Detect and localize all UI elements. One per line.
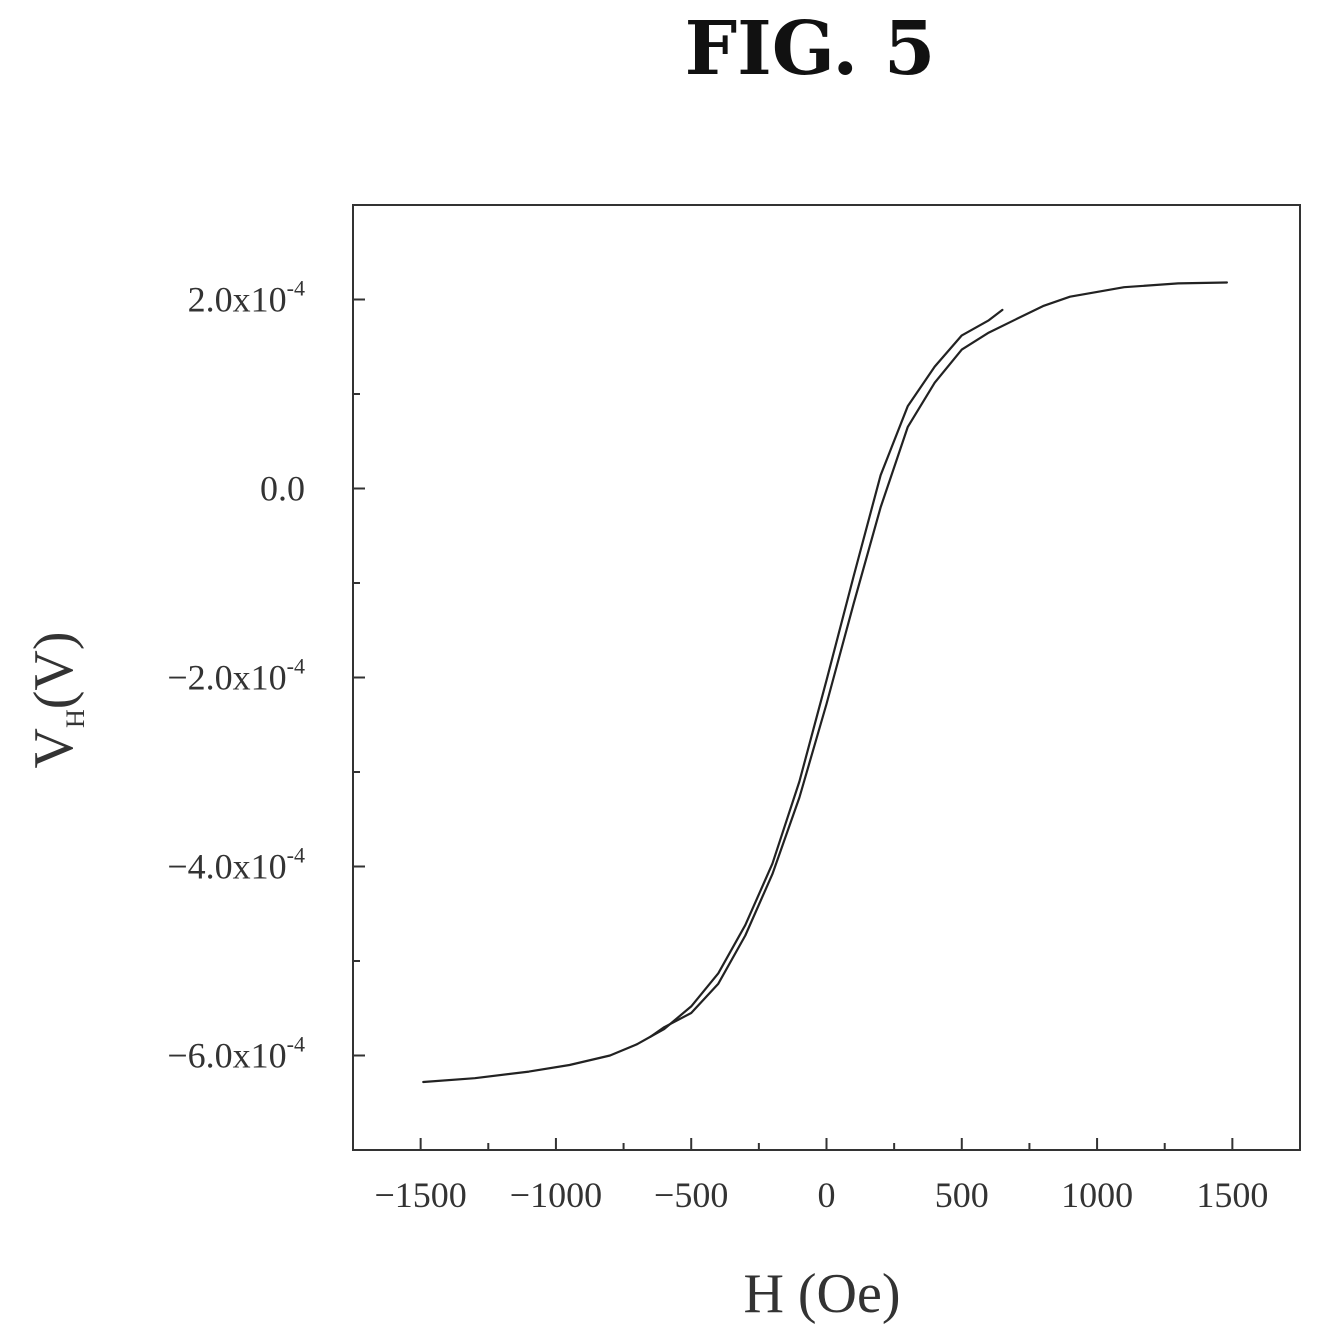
- y-tick-label: −2.0x10-4: [167, 654, 305, 698]
- series-line-2: [649, 281, 1229, 1038]
- y-axis-label-main: V: [23, 728, 85, 768]
- y-tick-label: −4.0x10-4: [167, 843, 305, 887]
- y-axis: 2.0x10-4 0.0 −2.0x10-4 −4.0x10-4 −6.0x10-4: [167, 276, 365, 1076]
- x-tick-label: 0: [818, 1175, 836, 1215]
- y-tick-label: 2.0x10-4: [188, 276, 305, 320]
- y-axis-label-subscript: H: [61, 709, 90, 728]
- y-axis-label-unit: (V): [23, 632, 85, 710]
- plot-area: [422, 281, 1229, 1084]
- y-axis-label: VH(V): [23, 632, 90, 769]
- x-tick-label: −1000: [510, 1175, 602, 1215]
- x-tick-label: 1000: [1061, 1175, 1133, 1215]
- y-tick-label: 0.0: [260, 469, 305, 509]
- x-axis-label: H (Oe): [743, 1263, 900, 1325]
- x-tick-label: 1500: [1196, 1175, 1268, 1215]
- y-tick-label: −6.0x10-4: [167, 1032, 305, 1076]
- x-tick-label: 500: [935, 1175, 989, 1215]
- x-tick-label: −500: [654, 1175, 728, 1215]
- x-axis: −1500 −1000 −500 0 500 1000 1500: [374, 1138, 1268, 1215]
- x-tick-label: −1500: [374, 1175, 466, 1215]
- figure-title: FIG. 5: [685, 6, 936, 92]
- series-line-1: [422, 308, 1004, 1084]
